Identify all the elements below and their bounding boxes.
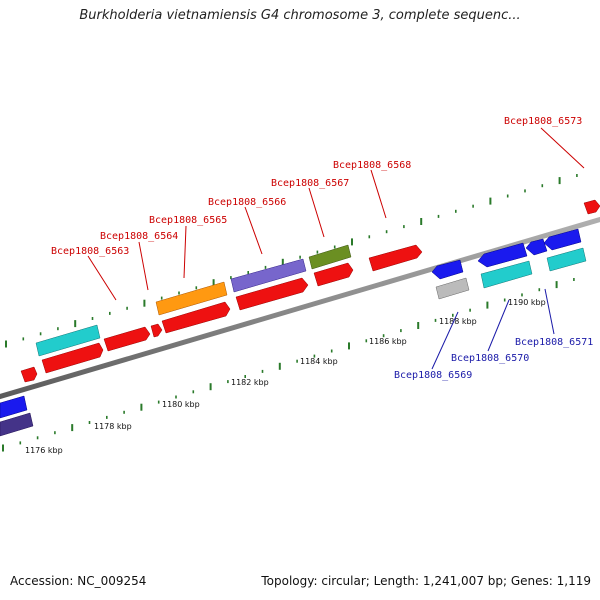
reverse-gene-labels: Bcep1808_6569 Bcep1808_6570 Bcep1808_657… [394, 337, 593, 381]
gene-label-6564[interactable]: Bcep1808_6564 [100, 231, 178, 242]
tick-label-1186: 1186 kbp [369, 337, 407, 346]
gene-arrow-red[interactable] [103, 326, 151, 352]
gene-arrow-red[interactable] [313, 262, 354, 287]
tick-label-1178: 1178 kbp [94, 422, 132, 431]
gene-arrow-red[interactable] [235, 277, 309, 311]
gene-label-6570[interactable]: Bcep1808_6570 [451, 353, 529, 364]
gene-box-orange[interactable] [155, 281, 228, 316]
leader-line [487, 299, 510, 352]
leader-line [544, 288, 555, 335]
leader-line [87, 255, 117, 301]
gene-box-navy[interactable] [0, 412, 34, 437]
gene-label-6573[interactable]: Bcep1808_6573 [504, 116, 582, 127]
lower-tick-row [2, 278, 575, 452]
gene-arrow-red[interactable] [161, 301, 231, 334]
gene-arrow-blue[interactable] [543, 228, 582, 251]
gene-arrow-red[interactable] [41, 342, 104, 374]
gene-arrow-red[interactable] [150, 323, 163, 338]
leader-line [138, 241, 149, 291]
map-title: Burkholderia vietnamiensis G4 chromosome… [79, 8, 521, 23]
gene-box-cyan[interactable] [480, 260, 533, 289]
gene-label-6563[interactable]: Bcep1808_6563 [51, 246, 129, 257]
leader-line [244, 206, 263, 255]
forward-lane-2-genes [35, 244, 352, 357]
tick-label-1184: 1184 kbp [300, 357, 338, 366]
gene-box-purple[interactable] [230, 258, 307, 293]
accession-text: Accession: NC_009254 [10, 574, 147, 588]
topology-summary: Topology: circular; Length: 1,241,007 bp… [261, 574, 591, 588]
tick-label-1176: 1176 kbp [25, 446, 63, 455]
gene-arrow-blue[interactable] [431, 259, 464, 280]
gene-arrow-red[interactable] [583, 199, 600, 215]
gene-label-6566[interactable]: Bcep1808_6566 [208, 197, 286, 208]
leader-line [540, 127, 585, 169]
tick-labels: 1176 kbp 1178 kbp 1180 kbp 1182 kbp 1184… [25, 298, 546, 455]
tick-label-1190: 1190 kbp [508, 298, 546, 307]
forward-genes [20, 199, 600, 383]
forward-gene-labels: Bcep1808_6563 Bcep1808_6564 Bcep1808_656… [51, 116, 582, 257]
gene-box-olive[interactable] [308, 244, 352, 270]
gene-box-cyan[interactable] [35, 324, 101, 357]
tick-label-1188: 1188 kbp [439, 317, 477, 326]
gene-box-cyan[interactable] [546, 247, 587, 272]
leader-line [308, 187, 325, 238]
leader-line [370, 169, 387, 219]
gene-label-6568[interactable]: Bcep1808_6568 [333, 160, 411, 171]
gene-arrow-red[interactable] [368, 244, 423, 272]
gene-box-gray[interactable] [435, 277, 470, 300]
leader-line [431, 311, 459, 370]
gene-arrow-blue[interactable] [477, 242, 528, 268]
gene-label-6565[interactable]: Bcep1808_6565 [149, 215, 227, 226]
tick-label-1180: 1180 kbp [162, 400, 200, 409]
chromosome-backbone [0, 216, 600, 400]
gene-label-6571[interactable]: Bcep1808_6571 [515, 337, 593, 348]
reverse-lane-2-genes [0, 247, 587, 437]
gene-label-6569[interactable]: Bcep1808_6569 [394, 370, 472, 381]
upper-tick-row [5, 174, 578, 348]
gene-label-6567[interactable]: Bcep1808_6567 [271, 178, 349, 189]
leader-line [183, 225, 187, 279]
gene-arrow-blue[interactable] [525, 238, 548, 256]
tick-label-1182: 1182 kbp [231, 378, 269, 387]
reverse-genes [0, 228, 582, 419]
forward-leader-lines [87, 127, 585, 301]
reverse-leader-lines [431, 288, 555, 370]
gene-arrow-red[interactable] [20, 366, 38, 383]
gene-arrow-blue[interactable] [0, 395, 28, 419]
